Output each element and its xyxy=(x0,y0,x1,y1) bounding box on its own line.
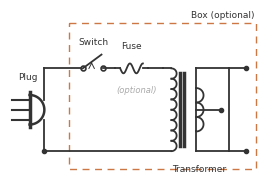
Text: Switch: Switch xyxy=(78,38,108,47)
Text: Transformer: Transformer xyxy=(172,165,226,174)
Text: Box (optional): Box (optional) xyxy=(191,11,254,20)
Text: Fuse: Fuse xyxy=(121,42,142,51)
Bar xyxy=(69,23,256,169)
Text: (optional): (optional) xyxy=(116,86,157,95)
Text: Plug: Plug xyxy=(18,73,37,82)
